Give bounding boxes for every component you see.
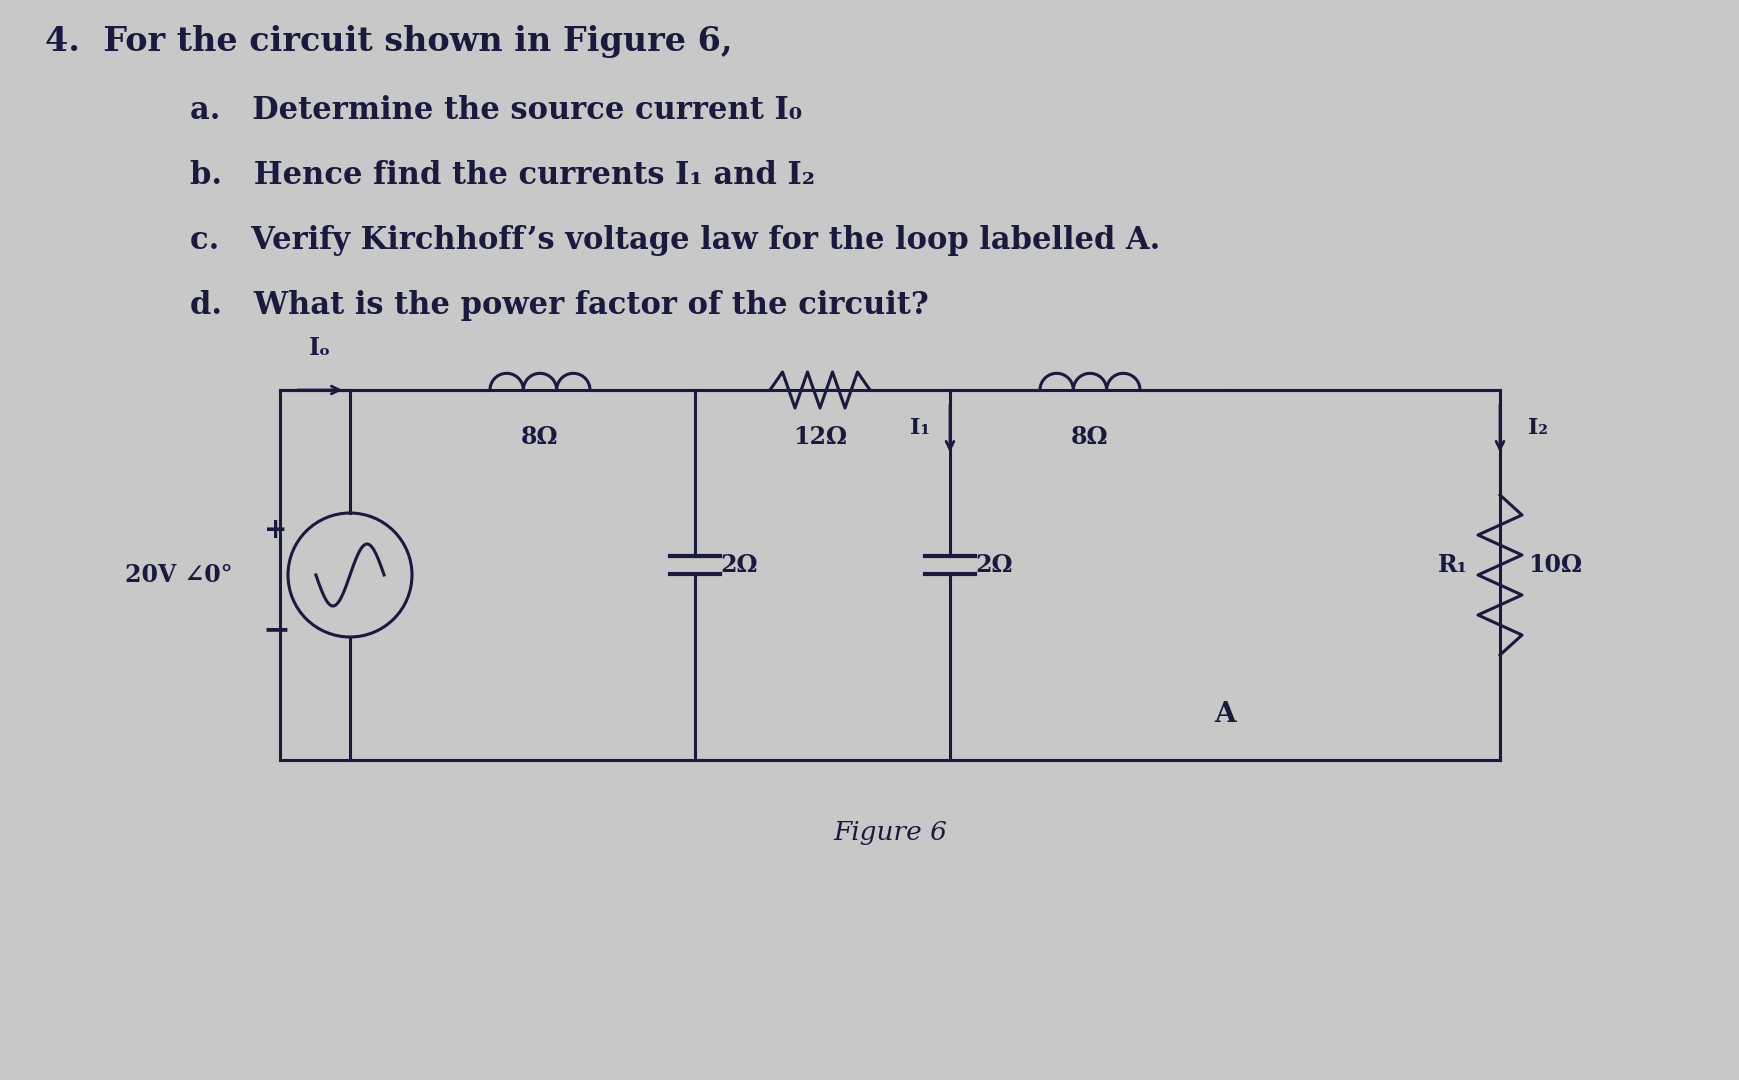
Text: 4.  For the circuit shown in Figure 6,: 4. For the circuit shown in Figure 6, [45, 25, 732, 58]
Text: −: − [263, 613, 290, 647]
Text: +: + [264, 516, 287, 544]
Text: 10Ω: 10Ω [1527, 553, 1581, 577]
Text: 2Ω: 2Ω [720, 553, 756, 577]
Text: b.   Hence find the currents I₁ and I₂: b. Hence find the currents I₁ and I₂ [190, 160, 814, 191]
Bar [280, 390, 1499, 760]
Text: 8Ω: 8Ω [522, 426, 558, 449]
Text: a.   Determine the source current I₀: a. Determine the source current I₀ [190, 95, 802, 126]
Text: A: A [1214, 702, 1235, 729]
Text: I₁: I₁ [909, 418, 929, 440]
Text: Figure 6: Figure 6 [833, 820, 946, 845]
Text: 20V ∠0°: 20V ∠0° [125, 563, 233, 588]
Text: R₁: R₁ [1436, 553, 1468, 577]
Text: c.   Verify Kirchhoff’s voltage law for the loop labelled A.: c. Verify Kirchhoff’s voltage law for th… [190, 225, 1160, 256]
Text: d.   What is the power factor of the circuit?: d. What is the power factor of the circu… [190, 291, 929, 321]
Text: 12Ω: 12Ω [793, 426, 847, 449]
Text: Iₒ: Iₒ [310, 336, 330, 360]
Text: 2Ω: 2Ω [974, 553, 1012, 577]
Text: 8Ω: 8Ω [1071, 426, 1108, 449]
Text: I₂: I₂ [1527, 418, 1548, 440]
